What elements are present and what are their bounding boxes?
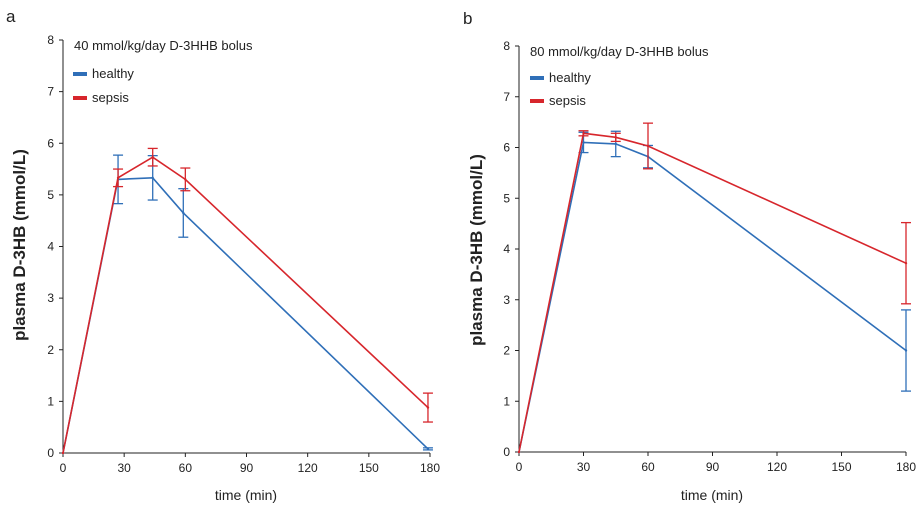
data-point-sepsis bbox=[517, 450, 521, 454]
y-tick-label: 1 bbox=[503, 394, 510, 408]
series-line-healthy bbox=[62, 176, 429, 454]
legend-label-healthy: healthy bbox=[549, 70, 591, 85]
series-line-sepsis bbox=[518, 132, 907, 453]
y-tick-label: 3 bbox=[47, 291, 54, 305]
x-tick-label: 0 bbox=[60, 461, 67, 475]
x-tick-label: 150 bbox=[359, 461, 379, 475]
y-tick-label: 0 bbox=[47, 446, 54, 460]
y-tick-label: 8 bbox=[503, 39, 510, 53]
y-tick-label: 5 bbox=[47, 188, 54, 202]
panel-b: b 0 1 2 3 4 5 6 7 8 0 30 60 90 120 150 180 time (min) plas… bbox=[463, 9, 916, 503]
x-tick-label: 90 bbox=[240, 461, 254, 475]
x-tick-label: 180 bbox=[896, 460, 916, 474]
panel-letter: a bbox=[6, 7, 16, 26]
x-tick-label: 120 bbox=[298, 461, 318, 475]
y-tick-label: 8 bbox=[47, 33, 54, 47]
data-point-sepsis bbox=[61, 451, 65, 455]
y-tick-label: 6 bbox=[503, 141, 510, 155]
y-tick-label: 6 bbox=[47, 136, 54, 150]
y-tick-label: 1 bbox=[47, 394, 54, 408]
x-tick-label: 180 bbox=[420, 461, 440, 475]
legend-label-sepsis: sepsis bbox=[92, 90, 129, 105]
legend-label-sepsis: sepsis bbox=[549, 93, 586, 108]
y-tick-label: 2 bbox=[503, 344, 510, 358]
legend-label-healthy: healthy bbox=[92, 66, 134, 81]
y-tick-label: 4 bbox=[503, 242, 510, 256]
x-tick-label: 90 bbox=[706, 460, 720, 474]
x-tick-label: 0 bbox=[516, 460, 523, 474]
x-tick-label: 120 bbox=[767, 460, 787, 474]
y-tick-label: 0 bbox=[503, 445, 510, 459]
x-axis-title: time (min) bbox=[215, 487, 277, 503]
panel-title: 40 mmol/kg/day D-3HHB bolus bbox=[74, 38, 253, 53]
x-tick-label: 30 bbox=[577, 460, 591, 474]
y-tick-label: 4 bbox=[47, 240, 54, 254]
panel-title: 80 mmol/kg/day D-3HHB bolus bbox=[530, 44, 709, 59]
y-tick-label: 7 bbox=[503, 90, 510, 104]
x-tick-label: 150 bbox=[831, 460, 851, 474]
y-tick-label: 2 bbox=[47, 343, 54, 357]
y-tick-label: 7 bbox=[47, 85, 54, 99]
x-tick-label: 30 bbox=[117, 461, 131, 475]
x-tick-label: 60 bbox=[641, 460, 655, 474]
x-tick-label: 60 bbox=[179, 461, 193, 475]
x-axis-title: time (min) bbox=[681, 487, 743, 503]
y-axis-title: plasma D-3HB (mmol/L) bbox=[467, 154, 486, 346]
panel-a: a 0 1 2 3 4 5 6 7 8 0 30 60 90 120 150 180 time (min) plas… bbox=[6, 7, 440, 503]
y-tick-label: 5 bbox=[503, 191, 510, 205]
y-tick-label: 3 bbox=[503, 293, 510, 307]
panel-letter: b bbox=[463, 9, 472, 28]
y-axis-title: plasma D-3HB (mmol/L) bbox=[10, 149, 29, 341]
series-line-healthy bbox=[518, 141, 907, 453]
